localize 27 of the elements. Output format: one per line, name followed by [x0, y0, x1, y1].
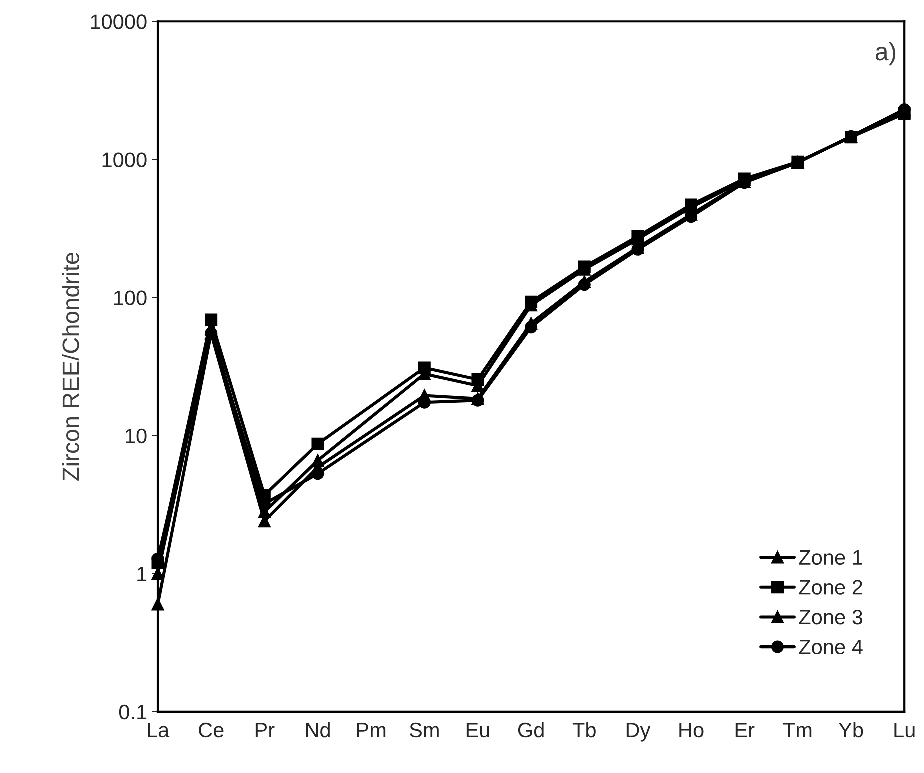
- x-tick-label: Pr: [256, 723, 275, 738]
- legend-label: Zone 4: [799, 640, 863, 655]
- x-tick-label: Dy: [626, 723, 651, 742]
- x-tick-label: Gd: [518, 722, 544, 738]
- x-tick-label: Ho: [680, 723, 704, 738]
- y-tick-label: 1: [138, 567, 147, 582]
- x-tick-label: Eu: [466, 723, 490, 738]
- x-tick-label: Lu: [894, 723, 915, 738]
- legend-label: Zone 1: [799, 550, 862, 566]
- x-tick-label: Pm: [357, 723, 386, 738]
- y-tick-label: 0.1: [119, 704, 147, 720]
- x-tick-label: Yb: [838, 722, 864, 738]
- x-tick-label: La: [148, 723, 170, 738]
- y-tick-label: 100: [114, 290, 147, 306]
- x-tick-label: Er: [736, 723, 755, 738]
- y-tick-label: 10000: [91, 14, 147, 30]
- x-tick-label: Tb: [572, 722, 596, 738]
- x-tick-label: Tm: [783, 723, 812, 738]
- y-axis-title: Zircon REE/Chondrite: [62, 253, 80, 481]
- legend-label: Zone 3: [799, 610, 863, 625]
- y-tick-label: 1000: [102, 152, 147, 168]
- y-tick-label: 10: [126, 428, 147, 444]
- x-tick-label: Nd: [306, 722, 330, 738]
- legend-label: Zone 2: [799, 580, 862, 595]
- annotation: a): [876, 42, 896, 66]
- x-tick-label: Ce: [199, 722, 224, 738]
- x-tick-label: Sm: [410, 722, 439, 738]
